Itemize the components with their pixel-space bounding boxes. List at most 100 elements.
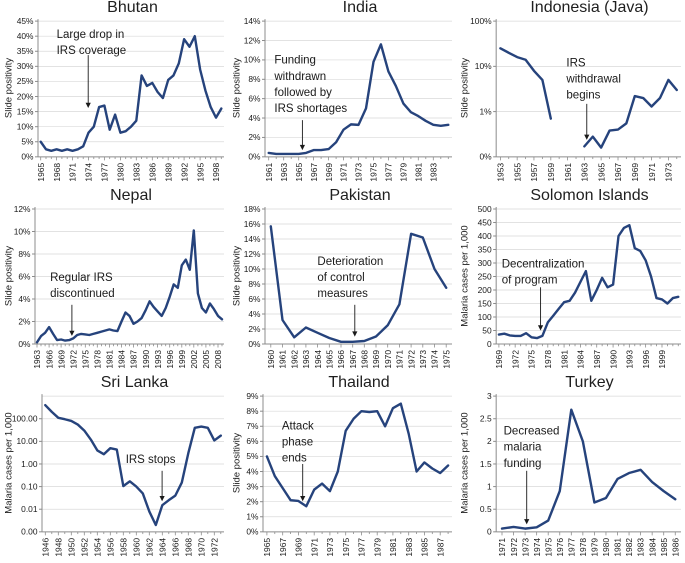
chart-title: Bhutan xyxy=(107,0,158,16)
x-tick-label: 1993 xyxy=(153,350,163,369)
x-tick-label: 1963 xyxy=(279,163,289,182)
annotation-arrow-head xyxy=(584,134,590,140)
y-tick-label: 10% xyxy=(244,264,261,274)
y-tick-label: 10% xyxy=(17,121,34,131)
series-line xyxy=(500,408,677,530)
x-tick-label: 1977 xyxy=(384,163,394,182)
x-tick-label: 1977 xyxy=(357,538,367,557)
x-tick-label: 1967 xyxy=(613,163,623,182)
y-tick-label: 50 xyxy=(482,325,492,335)
annotation-arrow-head xyxy=(352,331,358,337)
x-tick-label: 1983 xyxy=(404,538,414,557)
x-tick-label: 1984 xyxy=(117,350,127,369)
series-line xyxy=(583,78,678,149)
chart-thailand: 0% 1% 2% 3% 4% 5% 6% 7% 8% 9% 1965 1967 1969 1971 1973… xyxy=(246,391,452,557)
x-tick-label: 1966 xyxy=(170,538,180,557)
y-tick-label: 12% xyxy=(244,249,261,259)
x-tick-label: 1992 xyxy=(179,163,189,182)
x-tick-label: 1987 xyxy=(592,350,602,369)
y-tick-label: 450 xyxy=(478,217,492,227)
y-tick-label: 6% xyxy=(248,294,261,304)
x-tick-label: 1972 xyxy=(509,538,519,557)
x-tick-label: 1977 xyxy=(100,163,110,182)
y-tick-label: 12% xyxy=(244,35,261,45)
x-tick-label: 1956 xyxy=(106,538,116,557)
y-tick-label: 35% xyxy=(17,46,34,56)
x-tick-label: 1971 xyxy=(395,350,405,369)
x-tick-label: 1971 xyxy=(309,538,319,557)
y-tick-label: 2% xyxy=(18,316,31,326)
y-tick-label: 8% xyxy=(18,249,31,259)
y-tick-label: 10.00 xyxy=(17,436,38,446)
x-tick-label: 1965 xyxy=(596,163,606,182)
chart-title: Sri Lanka xyxy=(100,374,169,391)
y-tick-label: 9% xyxy=(246,391,259,401)
y-tick-label: 14% xyxy=(244,234,261,244)
y-axis-title: Slide positivity xyxy=(459,57,471,119)
x-tick-label: 1975 xyxy=(341,538,351,557)
y-axis-title: Slide positivity xyxy=(3,245,15,307)
x-tick-label: 1963 xyxy=(301,350,311,369)
annotation-arrow-head xyxy=(85,102,91,108)
y-tick-label: 0% xyxy=(479,152,492,162)
x-tick-label: 1973 xyxy=(325,538,335,557)
x-tick-label: 1965 xyxy=(262,538,272,557)
annotation-arrow-head xyxy=(159,496,165,502)
x-tick-label: 1974 xyxy=(84,163,94,182)
y-tick-label: 0% xyxy=(248,152,261,162)
y-axis-title: Malaria cases per 1,000 xyxy=(3,412,15,514)
chart-title: Solomon Islands xyxy=(530,187,649,204)
y-tick-label: 6% xyxy=(248,93,261,103)
y-tick-label: 4% xyxy=(18,294,31,304)
y-tick-label: 7% xyxy=(246,421,259,431)
x-tick-label: 1964 xyxy=(157,538,167,557)
y-tick-label: 0.01 xyxy=(21,504,38,514)
x-tick-label: 1981 xyxy=(559,350,569,369)
x-tick-label: 1975 xyxy=(81,350,91,369)
x-tick-label: 1954 xyxy=(93,538,103,557)
y-tick-label: 8% xyxy=(246,406,259,416)
x-tick-label: 1987 xyxy=(435,538,445,557)
x-tick-label: 1970 xyxy=(196,538,206,557)
y-tick-label: 1 xyxy=(487,481,492,491)
x-tick-label: 1958 xyxy=(119,538,129,557)
y-tick-label: 100.00 xyxy=(12,414,38,424)
x-tick-label: 1968 xyxy=(360,350,370,369)
x-tick-label: 1998 xyxy=(211,163,221,182)
y-axis-title: Slide positivity xyxy=(231,245,243,307)
chart-title: Thailand xyxy=(328,374,390,391)
x-tick-label: 1946 xyxy=(41,538,51,557)
x-tick-label: 1989 xyxy=(163,163,173,182)
x-tick-label: 1972 xyxy=(406,350,416,369)
y-axis-title: Slide positivity xyxy=(231,57,243,119)
x-tick-label: 1984 xyxy=(576,350,586,369)
y-tick-label: 3 xyxy=(487,391,492,401)
x-tick-label: 1975 xyxy=(369,163,379,182)
annotation-text: Attack phase ends xyxy=(282,420,314,464)
y-tick-label: 2% xyxy=(246,496,259,506)
series-line xyxy=(269,225,448,344)
x-tick-label: 1990 xyxy=(608,350,618,369)
x-tick-label: 1972 xyxy=(68,350,78,369)
x-tick-label: 1967 xyxy=(309,163,319,182)
chart-solomon-islands: 0 50 100 150 200 250 300 350 400 450 500 1969 1972 19… xyxy=(478,204,681,369)
x-tick-label: 1972 xyxy=(209,538,219,557)
x-tick-label: 1985 xyxy=(659,538,669,557)
x-tick-label: 1983 xyxy=(429,163,439,182)
x-tick-label: 1969 xyxy=(630,163,640,182)
y-tick-label: 30% xyxy=(17,61,34,71)
y-tick-label: 0.00 xyxy=(21,527,38,537)
x-tick-label: 1967 xyxy=(278,538,288,557)
panel-solomon-islands: Solomon Islands Malaria cases per 1,000 … xyxy=(456,187,685,375)
y-tick-label: 2% xyxy=(248,324,261,334)
y-tick-label: 16% xyxy=(244,219,261,229)
annotation-text: IRS stops xyxy=(126,454,176,466)
x-tick-label: 2002 xyxy=(189,350,199,369)
y-tick-label: 250 xyxy=(478,271,492,281)
y-tick-label: 350 xyxy=(478,244,492,254)
y-tick-label: 1% xyxy=(246,512,259,522)
y-tick-label: 25% xyxy=(17,76,34,86)
y-tick-label: 5% xyxy=(246,451,259,461)
